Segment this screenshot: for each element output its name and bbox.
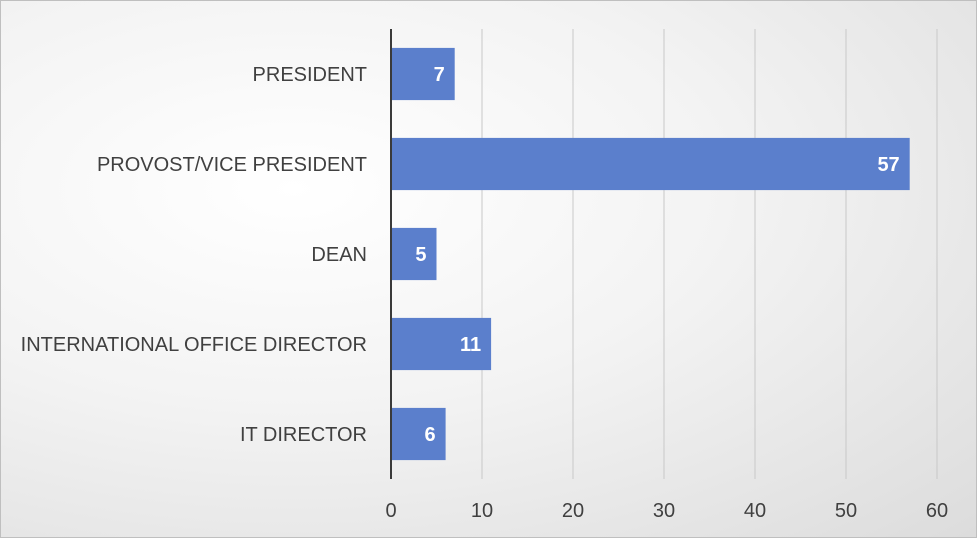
bar (391, 317, 492, 371)
data-label: 57 (877, 154, 899, 176)
bar (391, 407, 446, 461)
x-tick-label: 50 (835, 500, 857, 522)
gridlines (481, 29, 938, 479)
category-label: IT DIRECTOR (240, 424, 367, 446)
x-tick-label: 30 (653, 500, 675, 522)
category-labels: PRESIDENT PROVOST/VICE PRESIDENT DEAN INTER… (21, 64, 367, 446)
category-label: INTERNATIONAL OFFICE DIRECTOR (21, 334, 367, 356)
x-tick-label: 60 (926, 500, 948, 522)
x-tick-label: 0 (385, 500, 396, 522)
data-label: 11 (460, 334, 481, 356)
x-tick-labels: 0 10 20 30 40 50 60 (385, 500, 948, 522)
x-tick-label: 40 (744, 500, 766, 522)
bar (391, 227, 437, 281)
category-label: PROVOST/VICE PRESIDENT (97, 154, 367, 176)
data-labels: 7 57 5 11 6 (415, 64, 899, 446)
data-label: 6 (424, 424, 435, 446)
category-label: DEAN (311, 244, 367, 266)
data-label: 5 (415, 244, 426, 266)
category-label: PRESIDENT (253, 64, 367, 86)
bar (391, 47, 455, 101)
bars (391, 47, 910, 461)
bar (391, 137, 910, 191)
x-tick-label: 20 (562, 500, 584, 522)
data-label: 7 (434, 64, 445, 86)
x-tick-label: 10 (471, 500, 493, 522)
